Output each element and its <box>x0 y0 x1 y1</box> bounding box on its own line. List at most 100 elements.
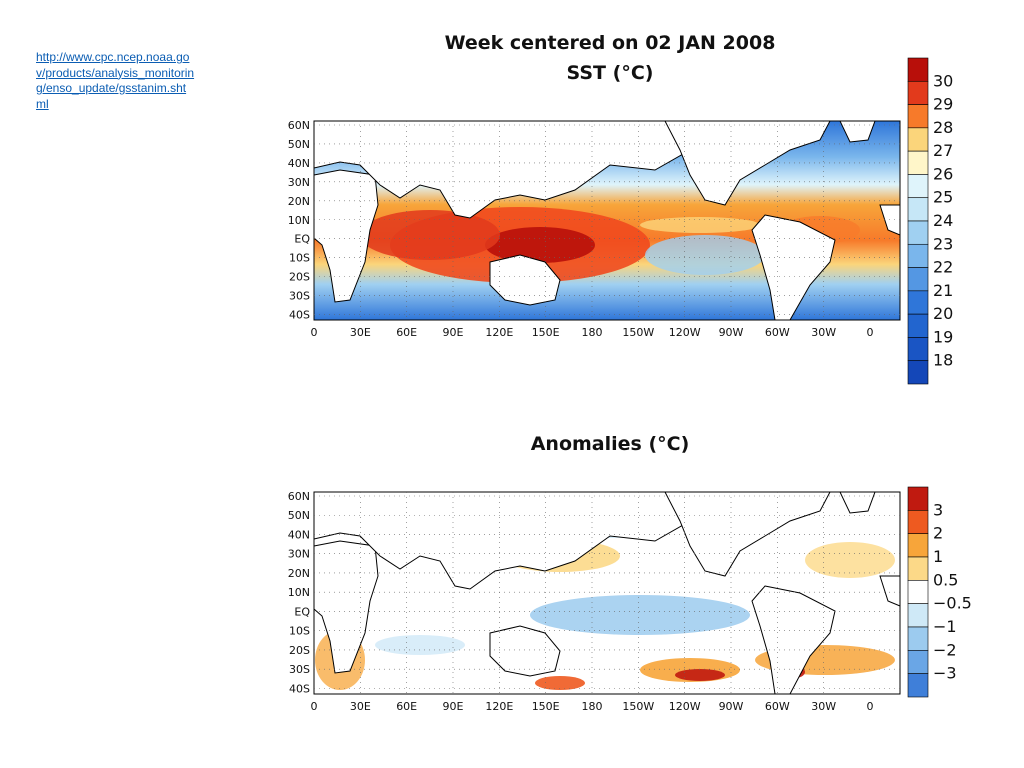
colorbar-label: −1 <box>933 617 957 636</box>
lat-tick-label: 10N <box>288 586 310 599</box>
lon-tick-label: 120W <box>669 700 701 713</box>
sst-north-america <box>664 120 831 206</box>
colorbar-label: 25 <box>933 188 953 207</box>
colorbar-label: 22 <box>933 258 953 277</box>
lon-tick-label: 90E <box>443 700 464 713</box>
lat-tick-label: 60N <box>288 119 310 132</box>
colorbar-swatch <box>907 127 929 152</box>
lat-tick-label: 30N <box>288 176 310 189</box>
colorbar-label: 3 <box>933 500 943 519</box>
anomaly-map: 60N 50N 40N 30N 20N 10N EQ 10S 20S 30S 40S 0 30E 60E… <box>288 486 972 713</box>
lat-tick-label: 40S <box>289 682 310 695</box>
lon-tick-label: 30W <box>811 326 836 339</box>
lat-tick-label: 20S <box>289 271 310 284</box>
colorbar-swatch <box>907 556 929 581</box>
sst-eurasia <box>313 120 701 219</box>
lat-tick-label: 40N <box>288 528 310 541</box>
colorbar-label: −2 <box>933 640 957 659</box>
colorbar-label: 30 <box>933 71 953 90</box>
lon-tick-label: 150W <box>622 700 654 713</box>
lat-tick-label: 20S <box>289 644 310 657</box>
lon-tick-label: 30W <box>811 700 836 713</box>
lat-tick-label: 50N <box>288 509 310 522</box>
sst-map: 60N 50N 40N 30N 20N 10N EQ 10S 20S 30S 40S 0 30E 60E… <box>288 57 953 385</box>
colorbar-swatch <box>907 313 929 338</box>
lon-tick-label: 60E <box>396 700 417 713</box>
lat-tick-label: EQ <box>294 605 310 618</box>
colorbar-swatch <box>907 580 929 604</box>
lat-tick-label: 50N <box>288 138 310 151</box>
sst-title-line2: SST (°C) <box>566 62 654 84</box>
lon-tick-label: 120E <box>485 326 513 339</box>
lon-tick-label: 60W <box>765 326 790 339</box>
lat-tick-label: 30S <box>289 290 310 303</box>
colorbar-swatch <box>907 290 929 315</box>
colorbar-label: 2 <box>933 524 943 543</box>
lat-tick-label: 10S <box>289 625 310 638</box>
lat-tick-label: 10S <box>289 252 310 265</box>
colorbar-label: 19 <box>933 327 953 346</box>
anomaly-title: Anomalies (°C) <box>530 433 690 455</box>
lat-tick-label: 30N <box>288 548 310 561</box>
colorbar-swatch <box>907 603 929 628</box>
colorbar-swatch <box>907 57 929 82</box>
lat-tick-label: 20N <box>288 195 310 208</box>
colorbar-label: 23 <box>933 234 953 253</box>
lon-tick-label: 150W <box>622 326 654 339</box>
lon-tick-label: 0 <box>867 326 874 339</box>
colorbar-swatch <box>907 80 929 105</box>
colorbar-swatch <box>907 150 929 175</box>
lon-tick-label: 60W <box>765 700 790 713</box>
lat-tick-label: 40S <box>289 309 310 322</box>
colorbar-swatch <box>907 510 929 534</box>
colorbar-swatch <box>907 220 929 245</box>
lon-tick-label: 180 <box>582 326 603 339</box>
lon-tick-label: 120W <box>669 326 701 339</box>
colorbar-label: 29 <box>933 95 953 114</box>
colorbar-swatch <box>907 626 929 651</box>
lat-tick-label: EQ <box>294 233 310 246</box>
colorbar-swatch <box>907 650 929 674</box>
lat-tick-label: 10N <box>288 214 310 227</box>
lon-tick-label: 120E <box>485 700 513 713</box>
colorbar-label: −3 <box>933 664 957 683</box>
colorbar-swatch <box>907 337 929 362</box>
colorbar-swatch <box>907 533 929 558</box>
colorbar-label: −0.5 <box>933 594 972 613</box>
colorbar-swatch <box>907 486 929 511</box>
lon-tick-label: 90W <box>719 700 744 713</box>
lon-tick-label: 90W <box>719 326 744 339</box>
colorbar-label: 18 <box>933 351 953 370</box>
lon-tick-label: 90E <box>443 326 464 339</box>
colorbar-label: 20 <box>933 304 953 323</box>
colorbar-swatch <box>907 174 929 199</box>
sst-title-line1: Week centered on 02 JAN 2008 <box>444 32 776 54</box>
colorbar-swatch <box>907 360 929 385</box>
colorbar-swatch <box>907 673 929 698</box>
source-link[interactable]: http://www.cpc.ncep.noaa.gov/products/an… <box>36 50 195 111</box>
lon-tick-label: 0 <box>311 700 318 713</box>
colorbar-swatch <box>907 267 929 292</box>
lon-tick-label: 0 <box>867 700 874 713</box>
lon-tick-label: 150E <box>532 326 560 339</box>
colorbar-label: 0.5 <box>933 570 958 589</box>
lat-tick-label: 30S <box>289 663 310 676</box>
lon-tick-label: 0 <box>311 326 318 339</box>
colorbar-label: 26 <box>933 164 953 183</box>
colorbar-swatch <box>907 197 929 222</box>
lon-tick-label: 180 <box>582 700 603 713</box>
lon-tick-label: 30E <box>350 700 371 713</box>
lat-tick-label: 20N <box>288 567 310 580</box>
lon-tick-label: 150E <box>532 700 560 713</box>
sst-australia <box>489 254 561 306</box>
colorbar-swatch <box>907 104 929 129</box>
colorbar-label: 24 <box>933 211 953 230</box>
lat-tick-label: 60N <box>288 490 310 503</box>
colorbar-label: 27 <box>933 141 953 160</box>
lat-tick-label: 40N <box>288 157 310 170</box>
colorbar-label: 21 <box>933 281 953 300</box>
colorbar-label: 1 <box>933 547 943 566</box>
lon-tick-label: 60E <box>396 326 417 339</box>
colorbar-swatch <box>907 243 929 268</box>
